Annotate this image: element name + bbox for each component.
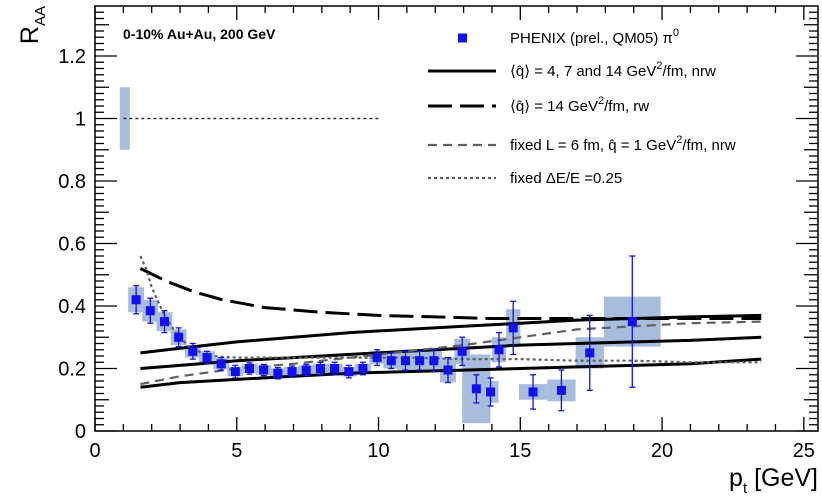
legend-entry: ⟨q̂⟩ = 4, 7 and 14 GeV2/fm, nrw [510, 60, 716, 80]
data-point [344, 367, 354, 377]
x-axis-label: pt [GeV] [729, 464, 818, 497]
x-axis-label-sub: t [743, 480, 748, 497]
data-point [457, 346, 467, 356]
data-point [443, 365, 453, 375]
data-point [386, 356, 396, 366]
data-point [372, 353, 382, 363]
legend-entry-tail: /fm, nrw [682, 137, 736, 154]
data-point [145, 306, 155, 316]
data-point [216, 359, 226, 369]
legend-entry: fixed L = 6 fm, q̂ = 1 GeV2/fm, nrw [510, 134, 736, 154]
legend-entry-text: fixed ΔE/E =0.25 [510, 170, 622, 187]
x-tick-label: 25 [793, 440, 815, 462]
legend-entry-sup: 2 [676, 134, 682, 146]
y-tick-label: 0.4 [58, 296, 86, 318]
axis-layer: 0 5 10 15 20 25 00.20.40.60.811.2 pt [GeV] RA… [16, 5, 819, 497]
x-ticks: 0 5 10 15 20 25 [89, 6, 815, 462]
legend-entry-tail: /fm, nrw [663, 63, 717, 80]
x-tick-label: 15 [509, 440, 531, 462]
model-curve-longdash [139, 267, 762, 320]
data-point [202, 353, 212, 363]
legend-entry-text: fixed L = 6 fm, q̂ = 1 GeV [510, 137, 676, 154]
legend: PHENIX (prel., QM05) π0 ⟨q̂⟩ = 4, 7 and 1… [428, 27, 736, 187]
x-tick-label: 20 [651, 440, 673, 462]
data-point-layer [131, 255, 637, 412]
y-tick-label: 0.2 [58, 359, 86, 381]
y-tick-label: 1.2 [58, 46, 86, 68]
data-point [315, 364, 325, 373]
y-tick-label: 1 [75, 109, 86, 131]
data-point [159, 317, 169, 327]
y-axis-label-sub: AA [32, 6, 49, 26]
data-point [627, 317, 637, 327]
data-point [174, 332, 184, 342]
data-point [528, 387, 538, 397]
data-point [508, 323, 518, 333]
data-point [415, 356, 425, 366]
data-point [486, 387, 496, 397]
data-point [556, 385, 566, 395]
model-curve-solid [140, 313, 762, 355]
data-point [301, 365, 311, 375]
data-point [494, 345, 504, 355]
data-point [245, 364, 255, 373]
legend-entry-sup: 2 [598, 95, 604, 107]
data-point [230, 367, 240, 377]
model-curve-dot [139, 255, 762, 364]
y-tick-label: 0 [75, 421, 86, 443]
x-axis-label-unit: [GeV] [747, 464, 818, 492]
data-point [330, 364, 340, 373]
data-point [429, 356, 439, 366]
legend-entry-sup: 0 [673, 27, 679, 39]
legend-entry-tail: /fm, rw [604, 98, 649, 115]
data-point [273, 368, 283, 378]
legend-entry-text: ⟨q̂⟩ = 4, 7 and 14 GeV [510, 63, 656, 80]
x-axis-label-main: p [729, 464, 743, 492]
y-tick-label: 0.8 [58, 171, 86, 193]
legend-entry-text: PHENIX (prel., QM05) π [510, 30, 673, 47]
data-point [287, 367, 297, 377]
data-point [400, 356, 410, 366]
y-axis-label: RAA [16, 6, 49, 44]
data-point [585, 348, 595, 358]
legend-entry: PHENIX (prel., QM05) π0 [510, 27, 679, 47]
data-point [188, 346, 198, 356]
legend-entry: fixed ΔE/E =0.25 [510, 170, 622, 187]
collision-annotation: 0-10% Au+Au, 200 GeV [123, 26, 276, 42]
data-point [471, 384, 481, 394]
y-axis-label-main: R [16, 26, 44, 44]
y-tick-label: 0.6 [58, 234, 86, 256]
data-point [131, 295, 141, 305]
model-curve-solid [140, 357, 762, 389]
data-point [259, 365, 269, 375]
legend-entry-sup: 2 [656, 60, 662, 72]
legend-entry-text: ⟨q̂⟩ = 14 GeV [510, 98, 598, 115]
x-tick-label: 0 [89, 440, 100, 462]
y-ticks: 0 0.2 0.4 0.6 0.8 1 1.2 [58, 11, 818, 443]
x-tick-label: 10 [367, 440, 389, 462]
legend-marker [458, 33, 467, 43]
legend-entry: ⟨q̂⟩ = 14 GeV2/fm, rw [510, 95, 649, 115]
x-tick-label: 5 [231, 440, 242, 462]
data-point [358, 364, 368, 373]
